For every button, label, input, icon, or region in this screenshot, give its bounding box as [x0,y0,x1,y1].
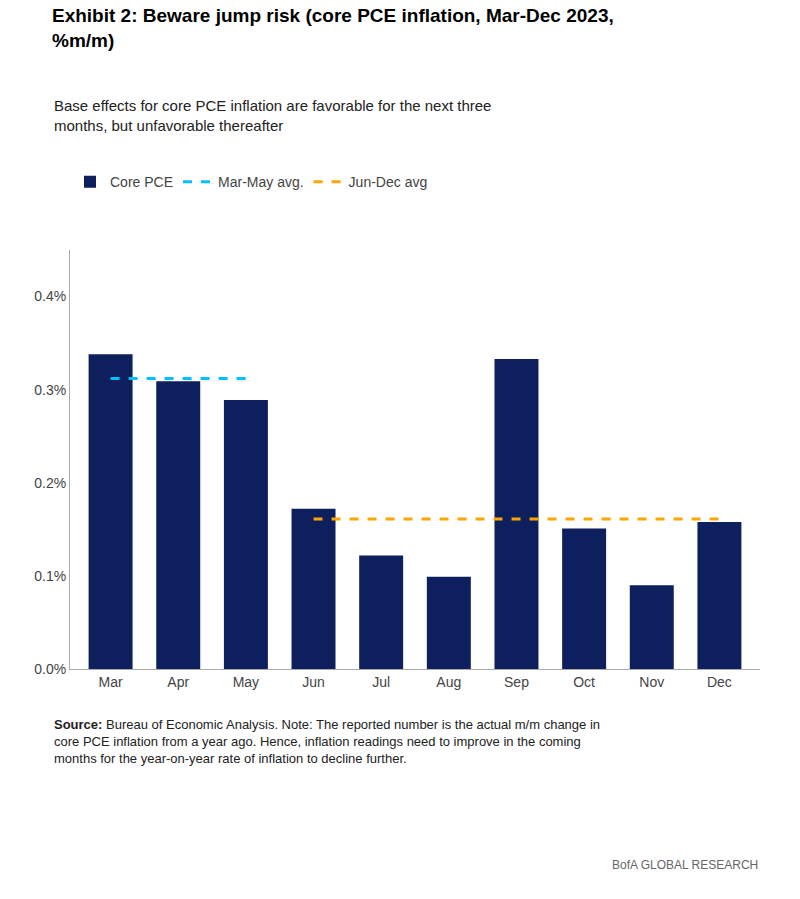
svg-text:Core PCE: Core PCE [110,174,173,190]
svg-text:Oct: Oct [573,674,595,690]
svg-text:May: May [233,674,259,690]
svg-text:Apr: Apr [167,674,189,690]
svg-text:0.0%: 0.0% [34,661,66,677]
svg-text:Source: Bureau of Economic Ana: Source: Bureau of Economic Analysis. Not… [54,717,600,766]
svg-text:Dec: Dec [707,674,732,690]
svg-text:Jun: Jun [302,674,325,690]
svg-text:Aug: Aug [436,674,461,690]
svg-text:BofA GLOBAL RESEARCH: BofA GLOBAL RESEARCH [612,858,758,872]
svg-text:0.4%: 0.4% [34,288,66,304]
svg-text:Base effects for core PCE infl: Base effects for core PCE inflation are … [54,97,491,134]
svg-text:0.2%: 0.2% [34,475,66,491]
svg-text:0.1%: 0.1% [34,568,66,584]
svg-text:Exhibit 2: Beware jump risk (c: Exhibit 2: Beware jump risk (core PCE in… [52,5,614,51]
svg-text:Mar: Mar [99,674,123,690]
svg-text:0.3%: 0.3% [34,382,66,398]
svg-text:Nov: Nov [639,674,664,690]
svg-text:Sep: Sep [504,674,529,690]
svg-text:Jul: Jul [372,674,390,690]
svg-text:Mar-May avg.: Mar-May avg. [218,174,304,190]
svg-text:Jun-Dec avg: Jun-Dec avg [349,174,428,190]
